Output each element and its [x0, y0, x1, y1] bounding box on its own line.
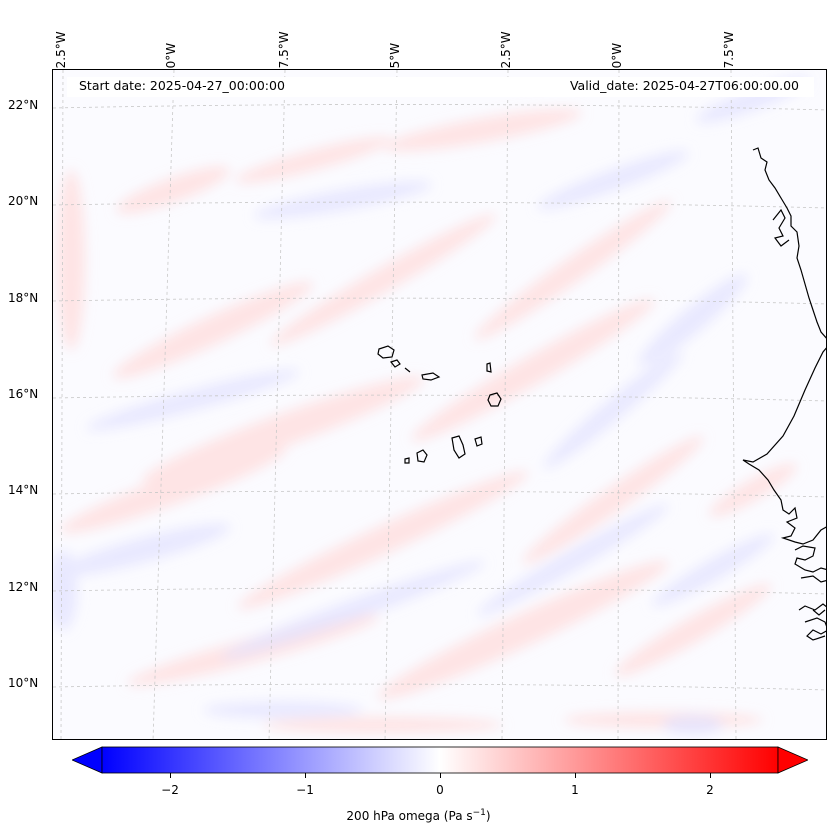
colorbar-tick-label: −2	[161, 783, 179, 797]
colorbar-label-end: )	[485, 809, 491, 823]
lat-label: 10°N	[8, 676, 39, 690]
valid-date: Valid_date: 2025-04-27T06:00:00.00	[566, 78, 802, 93]
lat-label: 16°N	[8, 387, 39, 401]
map-panel: Start date: 2025-04-27_00:00:00 Valid_da…	[52, 69, 827, 740]
island-outlines	[377, 345, 502, 464]
omega-field-map	[53, 70, 826, 739]
lat-label: 20°N	[8, 194, 39, 208]
colorbar-tickmark	[575, 773, 576, 778]
colorbar-tick-label: −1	[296, 783, 314, 797]
colorbar-label-exponent: −1	[472, 808, 486, 818]
colorbar-max-extend	[777, 746, 810, 774]
colorbar-tickmark	[305, 773, 306, 778]
colorbar-tickmark	[440, 773, 441, 778]
colorbar-tick-label: 1	[571, 783, 579, 797]
colorbar-tick-label: 2	[706, 783, 714, 797]
colorbar-min-extend	[70, 746, 103, 774]
colorbar-label-main: 200 hPa omega (Pa s	[346, 809, 473, 823]
colorbar-tickmark	[710, 773, 711, 778]
colorbar: −2 −1 0 1 2	[70, 745, 810, 797]
colorbar-label: 200 hPa omega (Pa s−1)	[0, 808, 837, 823]
colorbar-bar	[101, 746, 779, 774]
omega-field	[53, 77, 810, 735]
start-date: Start date: 2025-04-27_00:00:00	[76, 78, 288, 93]
colorbar-gradient	[70, 746, 810, 774]
lat-label: 22°N	[8, 98, 39, 112]
coastline	[742, 147, 826, 641]
colorbar-tick-label: 0	[436, 783, 444, 797]
graticule	[53, 70, 826, 739]
colorbar-tickmark	[170, 773, 171, 778]
lat-label: 12°N	[8, 580, 39, 594]
lat-label: 14°N	[8, 483, 39, 497]
lat-label: 18°N	[8, 291, 39, 305]
